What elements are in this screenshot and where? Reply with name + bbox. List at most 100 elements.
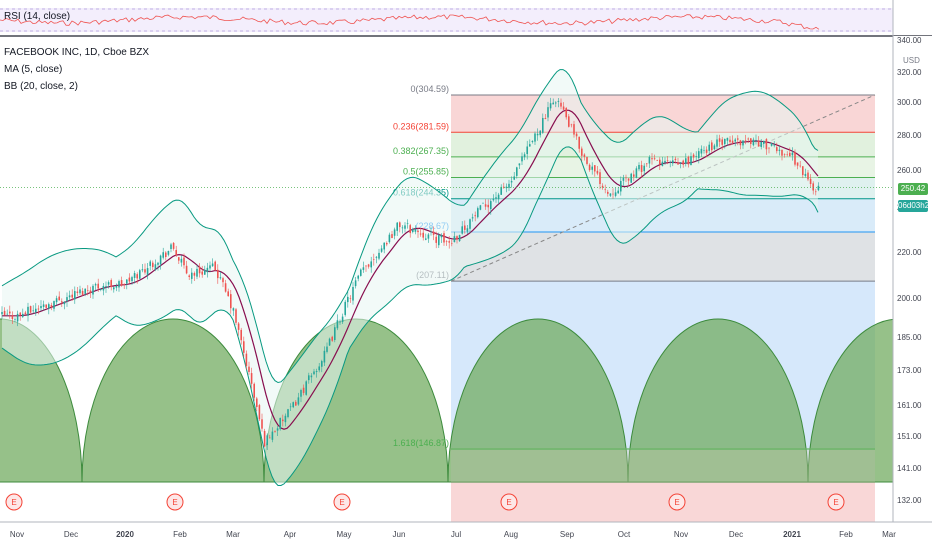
candle-body bbox=[261, 419, 263, 429]
candle-body bbox=[690, 156, 692, 165]
candle bbox=[791, 147, 794, 161]
candle-body bbox=[583, 154, 586, 157]
candle bbox=[120, 276, 123, 287]
candle-body bbox=[692, 154, 695, 158]
last-price-tag: 250.42 bbox=[898, 183, 928, 195]
candle bbox=[549, 97, 552, 111]
fib-label-0: 0(304.59) bbox=[410, 84, 449, 94]
candle-body bbox=[565, 108, 567, 118]
candle-body bbox=[339, 321, 341, 323]
candle bbox=[188, 274, 190, 280]
candle bbox=[110, 278, 112, 291]
candle bbox=[679, 161, 682, 169]
candle bbox=[27, 302, 29, 322]
candle-body bbox=[347, 296, 349, 303]
candle-body bbox=[661, 161, 664, 166]
candle bbox=[625, 174, 627, 182]
candle bbox=[37, 305, 40, 315]
candle bbox=[16, 310, 19, 327]
candle-body bbox=[84, 288, 86, 294]
candle bbox=[102, 282, 105, 296]
candle bbox=[703, 146, 705, 154]
y-tick-label: 161.00 bbox=[897, 401, 922, 410]
candle bbox=[573, 120, 575, 138]
candle bbox=[487, 199, 489, 214]
candle bbox=[406, 219, 409, 229]
candle-body bbox=[22, 313, 24, 317]
candle bbox=[97, 278, 99, 293]
y-tick-label: 300.00 bbox=[897, 98, 922, 107]
candle bbox=[469, 218, 471, 233]
candle-body bbox=[172, 242, 175, 249]
candle bbox=[178, 256, 180, 264]
candle-body bbox=[596, 170, 599, 174]
candle bbox=[778, 146, 781, 156]
candle bbox=[518, 163, 521, 169]
bb-lower bbox=[1, 146, 819, 486]
y-tick-label: 132.00 bbox=[897, 496, 922, 505]
candle bbox=[19, 311, 21, 321]
x-tick-label: Apr bbox=[284, 530, 297, 539]
candle bbox=[705, 146, 708, 158]
x-tick-label: May bbox=[336, 530, 351, 539]
candle-body bbox=[601, 185, 604, 188]
candle bbox=[617, 187, 619, 194]
candle bbox=[297, 392, 300, 406]
candle bbox=[721, 137, 723, 151]
candle-body bbox=[698, 151, 700, 159]
candle bbox=[464, 220, 466, 234]
fib-lower-zone bbox=[451, 482, 875, 522]
y-tick-label: 151.00 bbox=[897, 432, 922, 441]
candle bbox=[687, 155, 690, 168]
candle-body bbox=[651, 158, 653, 160]
candle bbox=[370, 256, 372, 273]
candle-body bbox=[300, 390, 302, 397]
candle bbox=[222, 276, 224, 288]
candle-body bbox=[570, 124, 573, 126]
y-tick-label: 280.00 bbox=[897, 131, 922, 140]
y-tick-label: 141.00 bbox=[897, 464, 922, 473]
candle-body bbox=[773, 144, 775, 146]
candle bbox=[417, 227, 419, 238]
candle bbox=[448, 235, 450, 249]
candle bbox=[180, 255, 183, 267]
candle-body bbox=[19, 312, 21, 316]
bb-fill bbox=[2, 69, 818, 486]
candle bbox=[128, 273, 131, 284]
candle bbox=[534, 131, 536, 145]
candle-body bbox=[349, 298, 352, 299]
candle bbox=[183, 253, 185, 269]
candle-body bbox=[448, 241, 450, 243]
candle-body bbox=[495, 197, 497, 199]
candle bbox=[479, 204, 482, 211]
candle bbox=[809, 174, 812, 188]
candle-body bbox=[747, 138, 749, 140]
candle-body bbox=[653, 158, 656, 160]
candle bbox=[500, 184, 502, 195]
candle bbox=[87, 285, 89, 296]
candle-body bbox=[48, 304, 50, 309]
x-tick-label: Mar bbox=[882, 530, 896, 539]
rsi-label: RSI (14, close) bbox=[4, 11, 71, 22]
x-tick-label: Oct bbox=[618, 530, 631, 539]
candle-body bbox=[386, 242, 388, 245]
candle-body bbox=[521, 156, 523, 162]
candle-body bbox=[274, 430, 276, 432]
candle bbox=[747, 137, 749, 143]
candle bbox=[401, 225, 404, 234]
candle bbox=[185, 260, 188, 275]
cycle-arc-2 bbox=[81, 318, 265, 483]
candle bbox=[217, 264, 219, 284]
candle-body bbox=[817, 185, 820, 191]
candle-body bbox=[482, 202, 484, 204]
candle-body bbox=[783, 154, 786, 155]
candle-body bbox=[573, 124, 575, 135]
candle bbox=[139, 268, 141, 280]
candle-body bbox=[685, 158, 687, 164]
candle bbox=[752, 137, 755, 147]
candle bbox=[336, 314, 339, 331]
candle bbox=[175, 245, 177, 257]
candle bbox=[146, 263, 149, 280]
